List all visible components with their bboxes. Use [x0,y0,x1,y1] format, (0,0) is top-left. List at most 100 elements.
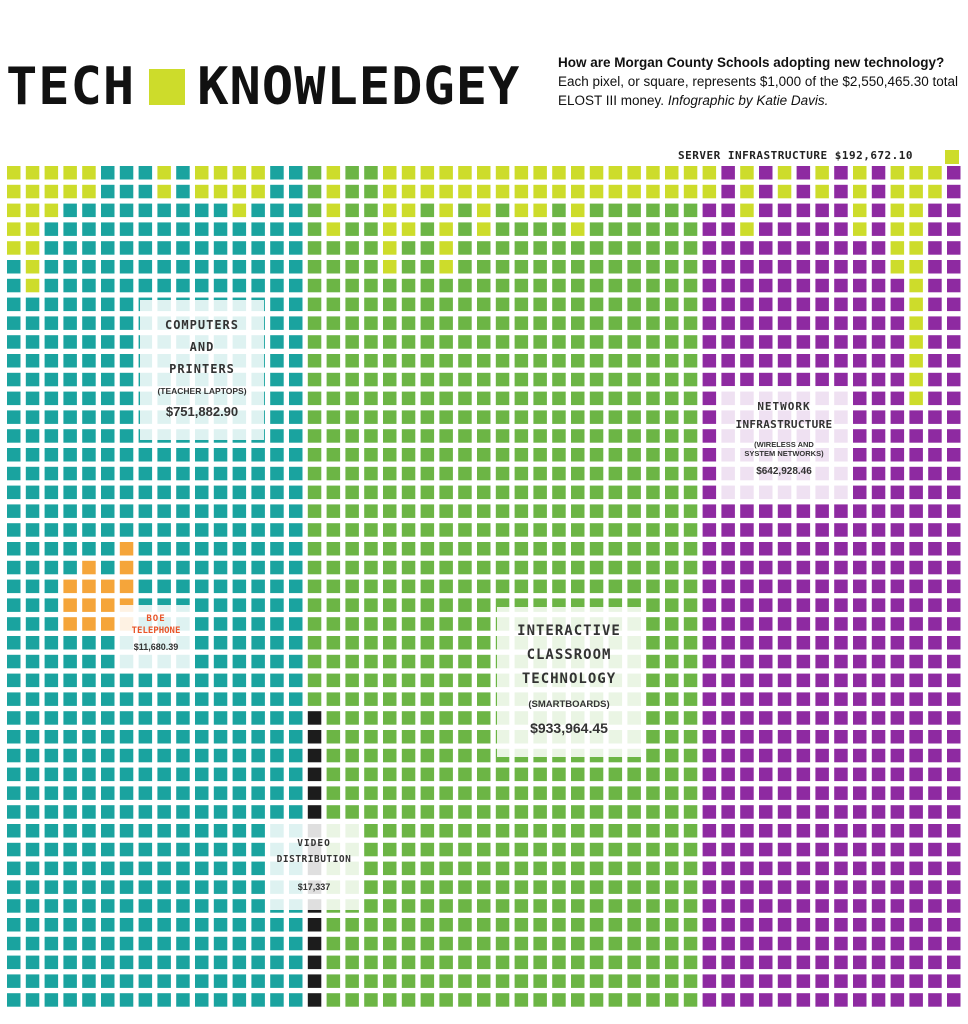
waffle-square-net [740,936,754,951]
waffle-square-net [759,955,773,970]
waffle-square-inter [364,842,378,857]
waffle-square-comp [270,654,284,669]
waffle-square-inter [608,297,623,312]
waffle-square-net [853,786,867,800]
waffle-square-net [721,824,735,838]
waffle-square-inter [383,504,397,518]
waffle-square-inter [477,918,491,932]
waffle-square-net [740,523,754,537]
waffle-square-inter [458,504,472,518]
waffle-square-net [890,880,905,894]
waffle-square-inter [495,560,510,575]
waffle-square-comp [289,805,303,819]
waffle-square-comp [138,842,153,857]
waffle-square-inter [608,579,623,594]
waffle-square-net [909,692,923,706]
waffle-square-inter [458,654,472,669]
waffle-square-inter [514,260,529,274]
waffle-square-serv [777,166,792,180]
waffle-square-comp [63,241,77,255]
waffle-square-inter [552,993,566,1007]
waffle-square-serv [571,166,585,180]
waffle-square-inter [627,861,641,876]
waffle-square-net [890,730,905,744]
waffle-square-inter [589,485,604,500]
waffle-square-inter [533,485,547,500]
waffle-square-inter [514,448,529,462]
waffle-square-comp [213,842,228,857]
waffle-square-serv [383,241,397,255]
waffle-square-comp [25,354,40,368]
waffle-square-comp [44,504,59,518]
waffle-square-comp [82,786,96,800]
waffle-square-inter [458,617,472,631]
waffle-square-comp [195,918,209,932]
waffle-square-inter [533,372,547,387]
waffle-square-inter [345,786,359,800]
waffle-square-comp [101,466,115,481]
waffle-square-inter [665,598,679,612]
waffle-square-serv [740,184,754,199]
waffle-square-inter [477,391,491,406]
waffle-square-net [890,335,905,349]
waffle-square-net [702,730,717,744]
waffle-square-inter [345,448,359,462]
waffle-square-comp [289,918,303,932]
waffle-square-inter [608,335,623,349]
waffle-square-comp [289,748,303,763]
waffle-square-net [777,260,792,274]
waffle-square-net [815,730,829,744]
waffle-square-inter [383,485,397,500]
waffle-square-inter [589,579,604,594]
waffle-square-comp [213,260,228,274]
waffle-square-comp [101,372,115,387]
waffle-square-comp [25,692,40,706]
waffle-square-inter [439,598,453,612]
waffle-square-inter [345,711,359,725]
waffle-square-inter [420,936,435,951]
waffle-square-net [853,692,867,706]
waffle-square-inter [665,824,679,838]
waffle-square-inter [514,824,529,838]
waffle-square-comp [213,936,228,951]
waffle-square-net [947,391,961,406]
waffle-square-inter [665,993,679,1007]
waffle-square-inter [514,410,529,424]
waffle-square-comp [157,748,171,763]
waffle-square-inter [552,899,566,913]
waffle-square-comp [82,335,96,349]
waffle-square-net [721,335,735,349]
waffle-square-inter [552,203,566,218]
waffle-square-video [307,918,322,932]
label-computers-line1: COMPUTERS [164,318,240,332]
waffle-square-inter [608,861,623,876]
waffle-square-inter [552,485,566,500]
waffle-square-inter [420,222,435,236]
waffle-square-comp [176,767,190,782]
waffle-square-net [890,297,905,312]
waffle-square-inter [665,673,679,688]
waffle-square-net [721,504,735,518]
waffle-square-serv [420,166,435,180]
waffle-square-comp [63,410,77,424]
waffle-square-net [890,560,905,575]
waffle-square-inter [420,598,435,612]
waffle-square-inter [646,278,660,293]
waffle-square-comp [63,824,77,838]
waffle-square-inter [345,748,359,763]
waffle-square-comp [195,748,209,763]
waffle-square-inter [364,485,378,500]
waffle-square-inter [514,805,529,819]
waffle-square-boe [119,542,134,556]
waffle-square-serv [909,335,923,349]
waffle-square-inter [477,598,491,612]
waffle-square-inter [665,899,679,913]
waffle-square-inter [514,579,529,594]
waffle-square-comp [138,485,153,500]
waffle-square-net [947,542,961,556]
waffle-square-net [702,354,717,368]
waffle-square-serv [25,203,40,218]
waffle-square-inter [345,166,359,180]
waffle-square-net [947,260,961,274]
waffle-square-serv [439,222,453,236]
